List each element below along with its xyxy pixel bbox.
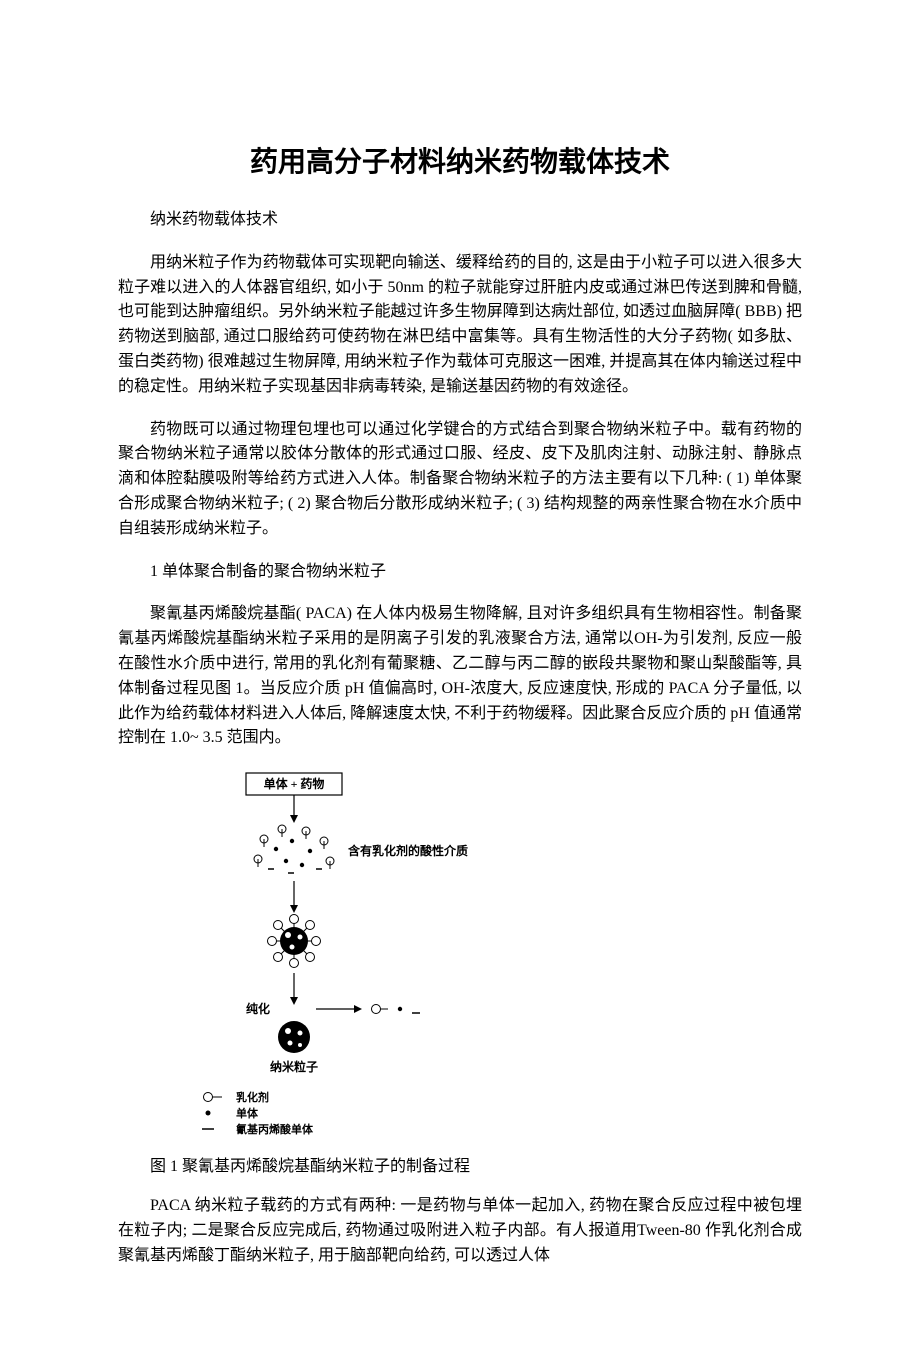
section-heading: 纳米药物载体技术 [118,208,802,233]
diagram-legend: 乳化剂 单体 氰基丙烯酸单体 [202,1090,314,1136]
stage-3-nanoparticle [278,1021,310,1053]
purification-label: 纯化 [246,1001,270,1016]
stage-1-medium [254,825,334,873]
diagram-svg: 单体 + 药物 [188,769,508,1139]
legend-monomer: 单体 [236,1106,259,1120]
stage-2-aggregate [268,915,321,968]
figure-caption: 图 1 聚氰基丙烯酸烷基酯纳米粒子的制备过程 [118,1152,802,1176]
acidic-medium-label: 含有乳化剂的酸性介质 [348,843,468,858]
monomer-drug-label: 单体 + 药物 [264,776,325,791]
document-title: 药用高分子材料纳米药物载体技术 [118,140,802,180]
document-page: 药用高分子材料纳米药物载体技术 纳米药物载体技术 用纳米粒子作为药物载体可实现靶… [0,0,920,1347]
legend-cyano-monomer: 氰基丙烯酸单体 [236,1122,314,1136]
legend-emulsifier: 乳化剂 [236,1090,269,1104]
paragraph-2: 药物既可以通过物理包埋也可以通过化学键合的方式结合到聚合物纳米粒子中。载有药物的… [118,418,802,542]
paragraph-3: 1 单体聚合制备的聚合物纳米粒子 [118,560,802,585]
paragraph-4: 聚氰基丙烯酸烷基酯( PACA) 在人体内极易生物降解, 且对许多组织具有生物相… [118,602,802,751]
process-diagram: 单体 + 药物 [188,769,802,1144]
nanoparticle-label: 纳米粒子 [270,1059,318,1074]
paragraph-5: PACA 纳米粒子载药的方式有两种: 一是药物与单体一起加入, 药物在聚合反应过… [118,1194,802,1268]
paragraph-1: 用纳米粒子作为药物载体可实现靶向输送、缓释给药的目的, 这是由于小粒子可以进入很… [118,251,802,400]
